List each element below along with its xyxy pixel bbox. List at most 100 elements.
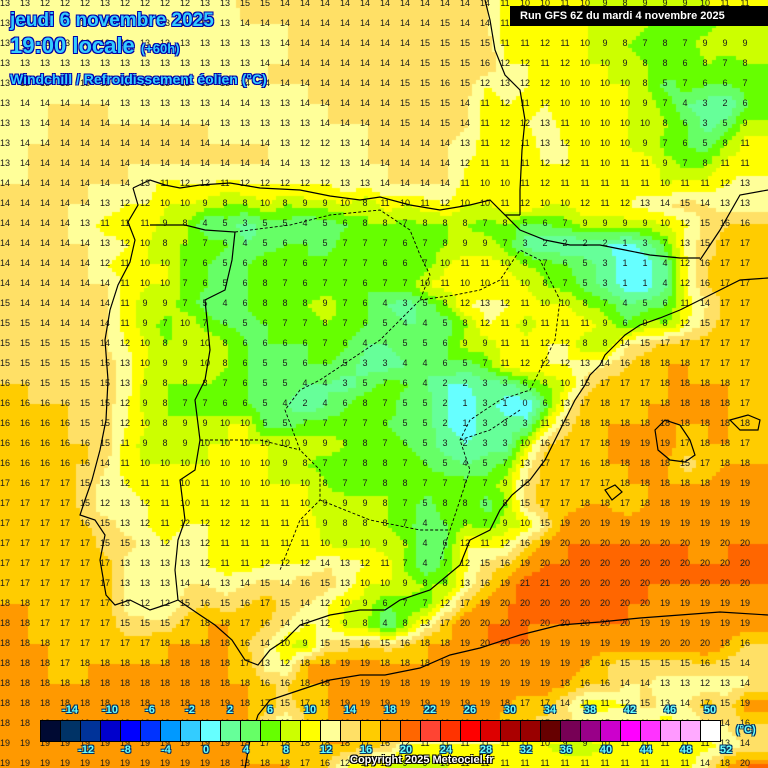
- grid-value: 7: [742, 78, 748, 88]
- grid-value: 17: [59, 538, 70, 548]
- grid-value: 12: [539, 178, 550, 188]
- grid-value: 14: [279, 18, 290, 28]
- grid-value: 5: [462, 358, 468, 368]
- grid-value: 11: [560, 758, 570, 768]
- legend-swatch: [221, 721, 241, 741]
- grid-value: 15: [419, 38, 430, 48]
- grid-value: 18: [199, 678, 210, 688]
- grid-value: 15: [39, 358, 50, 368]
- grid-value: 8: [722, 138, 728, 148]
- grid-value: 10: [299, 498, 310, 508]
- grid-value: 14: [59, 98, 70, 108]
- legend-swatch: [381, 721, 401, 741]
- grid-value: 19: [699, 498, 710, 508]
- grid-value: 20: [639, 538, 650, 548]
- grid-value: 18: [159, 678, 170, 688]
- grid-value: 18: [179, 638, 190, 648]
- forecast-date: jeudi 6 novembre 2025: [10, 10, 214, 31]
- grid-value: 11: [600, 178, 610, 188]
- grid-value: 11: [500, 18, 510, 28]
- grid-value: 14: [339, 118, 350, 128]
- grid-value: 4: [402, 318, 408, 328]
- grid-value: 14: [419, 138, 430, 148]
- grid-value: 13: [279, 98, 290, 108]
- grid-value: 8: [302, 298, 308, 308]
- grid-value: 18: [19, 658, 30, 668]
- grid-value: 19: [459, 638, 470, 648]
- grid-value: 14: [39, 238, 50, 248]
- grid-value: 18: [119, 678, 130, 688]
- grid-value: 13: [99, 478, 110, 488]
- grid-value: 14: [59, 258, 70, 268]
- grid-value: 16: [379, 738, 390, 748]
- grid-value: 11: [300, 518, 310, 528]
- grid-value: 12: [139, 498, 150, 508]
- grid-value: 12: [579, 198, 590, 208]
- grid-value: 20: [559, 598, 570, 608]
- grid-value: 8: [662, 58, 668, 68]
- grid-value: 18: [599, 398, 610, 408]
- grid-value: 17: [579, 438, 590, 448]
- grid-value: 8: [222, 198, 228, 208]
- grid-value: 9: [322, 438, 328, 448]
- grid-value: 11: [580, 158, 590, 168]
- grid-value: 9: [282, 458, 288, 468]
- grid-value: 8: [602, 338, 608, 348]
- grid-value: 17: [699, 458, 710, 468]
- grid-value: 13: [159, 558, 170, 568]
- grid-value: 17: [79, 638, 90, 648]
- coastline-mallorca: [654, 419, 696, 463]
- grid-value: 13: [219, 78, 230, 88]
- grid-value: 14: [59, 158, 70, 168]
- grid-value: 16: [519, 538, 530, 548]
- grid-value: 12: [519, 78, 530, 88]
- grid-value: 18: [19, 718, 30, 728]
- grid-value: 17: [19, 578, 30, 588]
- grid-value: 8: [262, 258, 268, 268]
- grid-value: 11: [520, 738, 530, 748]
- grid-value: 9: [362, 498, 368, 508]
- legend-label-bottom: 36: [559, 744, 573, 756]
- legend-swatch: [341, 721, 361, 741]
- grid-value: 14: [619, 338, 630, 348]
- grid-value: 10: [619, 98, 630, 108]
- grid-value: 20: [719, 578, 730, 588]
- grid-value: 18: [219, 678, 230, 688]
- grid-value: 19: [699, 598, 710, 608]
- grid-value: 13: [159, 578, 170, 588]
- grid-value: 18: [0, 598, 10, 608]
- grid-value: 18: [619, 418, 630, 428]
- grid-value: 19: [499, 578, 510, 588]
- grid-value: 12: [539, 338, 550, 348]
- legend-swatch: [361, 721, 381, 741]
- grid-value: 19: [119, 758, 130, 768]
- grid-value: 4: [382, 338, 388, 348]
- grid-value: 2: [562, 238, 568, 248]
- grid-value: 17: [719, 238, 730, 248]
- grid-value: 10: [539, 738, 550, 748]
- grid-value: 12: [459, 558, 470, 568]
- grid-value: 9: [202, 198, 208, 208]
- grid-value: 20: [679, 638, 690, 648]
- grid-value: 15: [419, 58, 430, 68]
- grid-value: 14: [279, 158, 290, 168]
- grid-value: 8: [662, 38, 668, 48]
- grid-value: 7: [322, 338, 328, 348]
- grid-value: 13: [139, 38, 150, 48]
- grid-value: 9: [482, 238, 488, 248]
- grid-value: 19: [0, 738, 10, 748]
- coastline-menorca: [728, 414, 761, 431]
- grid-value: 11: [640, 178, 650, 188]
- grid-value: 18: [659, 498, 670, 508]
- grid-value: 7: [362, 478, 368, 488]
- grid-value: 10: [219, 418, 230, 428]
- grid-value: 18: [59, 678, 70, 688]
- grid-value: 12: [299, 558, 310, 568]
- grid-value: 18: [319, 678, 330, 688]
- grid-value: 5: [422, 298, 428, 308]
- grid-value: 12: [539, 38, 550, 48]
- grid-value: 17: [619, 398, 630, 408]
- grid-value: 5: [422, 338, 428, 348]
- grid-value: 3: [502, 378, 508, 388]
- grid-value: 14: [159, 158, 170, 168]
